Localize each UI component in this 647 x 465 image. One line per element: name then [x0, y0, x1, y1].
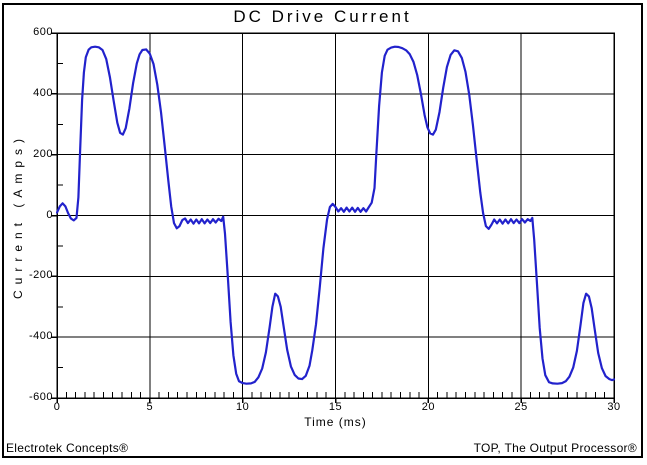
- chart-window: DC Drive Current 600 400 200 0 -200 -400 -600 0…: [2, 3, 643, 458]
- x-tick-label: 10: [236, 401, 250, 413]
- y-tick-label: 0: [46, 208, 53, 221]
- y-tick-label: -400: [28, 330, 53, 343]
- x-tick-label: 20: [421, 401, 435, 413]
- current-waveform-line: [56, 45, 615, 385]
- x-tick-label: 25: [514, 401, 528, 413]
- plot-frame: [56, 32, 615, 399]
- y-tick-label: 200: [33, 147, 53, 160]
- footer-right-brand: TOP, The Output Processor®: [473, 441, 637, 455]
- x-tick-label: 30: [607, 401, 621, 413]
- x-tick-label: 0: [53, 401, 61, 413]
- y-tick-label: -200: [28, 269, 53, 282]
- footer-left-brand: Electrotek Concepts®: [6, 441, 129, 455]
- y-tick-label: 600: [33, 26, 53, 38]
- x-axis-title: Time (ms): [304, 415, 367, 429]
- y-axis-title: Current (Amps): [11, 132, 25, 300]
- y-tick-label: -600: [28, 391, 53, 403]
- x-tick-label: 15: [328, 401, 343, 413]
- x-tick-label: 5: [146, 401, 154, 413]
- y-tick-label: 400: [33, 86, 53, 99]
- chart-title: DC Drive Current: [233, 7, 412, 26]
- plot-area: [51, 32, 615, 403]
